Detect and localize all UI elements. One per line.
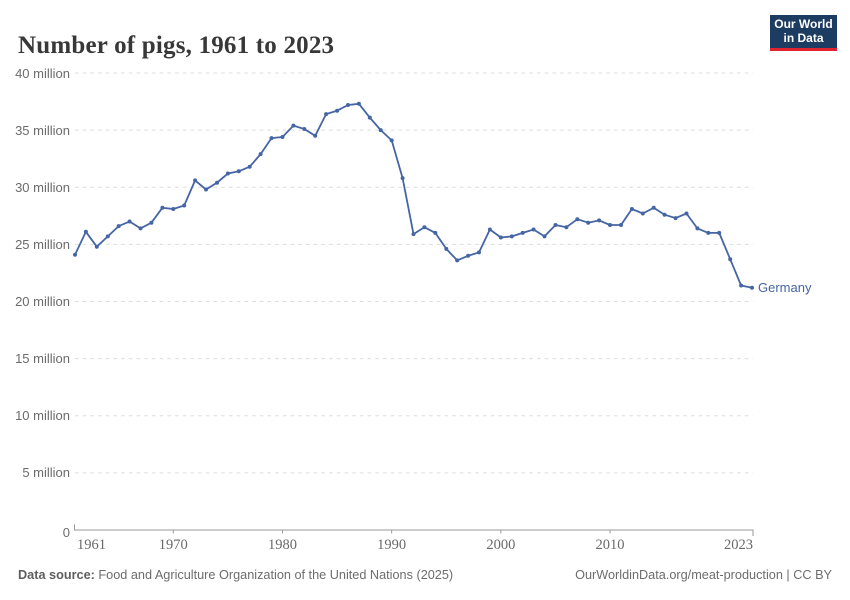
data-point-1995[interactable] — [444, 246, 449, 251]
data-point-2006[interactable] — [564, 225, 569, 230]
data-point-1988[interactable] — [367, 115, 372, 120]
x-axis-tick-label-2023: 2023 — [724, 537, 753, 553]
data-point-1993[interactable] — [422, 225, 427, 230]
data-point-1982[interactable] — [302, 127, 307, 131]
data-point-2022[interactable] — [739, 283, 744, 288]
data-point-2002[interactable] — [520, 230, 525, 235]
data-point-1980[interactable] — [280, 135, 285, 139]
data-point-1981[interactable] — [291, 123, 296, 128]
data-point-2017[interactable] — [684, 211, 689, 216]
data-point-1997[interactable] — [466, 253, 471, 258]
y-axis-tick-label-0: 0 — [62, 524, 70, 540]
data-point-2014[interactable] — [651, 205, 656, 210]
data-point-1966[interactable] — [127, 219, 132, 224]
data-point-2019[interactable] — [706, 230, 711, 235]
data-point-1976[interactable] — [236, 169, 241, 174]
data-point-2007[interactable] — [575, 217, 580, 222]
data-point-2009[interactable] — [597, 218, 602, 223]
chart-title: Number of pigs, 1961 to 2023 — [18, 31, 335, 59]
x-axis-tick-label-1980: 1980 — [267, 537, 297, 553]
data-point-1979[interactable] — [269, 136, 274, 141]
data-point-1970[interactable] — [171, 207, 176, 211]
data-point-2021[interactable] — [728, 257, 733, 262]
y-axis-tick-label-20: 20 million — [15, 294, 70, 309]
x-axis-tick-label-2010: 2010 — [595, 537, 625, 553]
data-point-1974[interactable] — [215, 180, 219, 185]
data-point-1994[interactable] — [433, 230, 438, 235]
series-entity-label[interactable]: Germany — [758, 279, 812, 295]
data-point-2011[interactable] — [619, 223, 623, 227]
data-source-label: Data source: — [18, 568, 95, 582]
data-point-1992[interactable] — [411, 232, 416, 237]
data-point-1961[interactable] — [73, 252, 77, 257]
y-axis-tick-label-25: 25 million — [15, 236, 70, 252]
data-point-1986[interactable] — [346, 103, 350, 107]
data-point-1965[interactable] — [116, 224, 121, 229]
owid-logo[interactable]: Our World in Data — [770, 15, 837, 51]
y-axis-tick-label-10: 10 million — [15, 408, 70, 424]
chart-footer: Data source: Food and Agriculture Organi… — [18, 568, 832, 586]
data-point-2012[interactable] — [629, 207, 634, 211]
data-point-1998[interactable] — [477, 250, 481, 255]
data-point-2020[interactable] — [717, 230, 722, 235]
owid-logo-line2: in Data — [783, 30, 824, 45]
data-point-2001[interactable] — [509, 234, 514, 239]
data-point-1985[interactable] — [335, 108, 340, 113]
data-point-2023[interactable] — [750, 285, 754, 290]
data-point-2013[interactable] — [640, 211, 645, 216]
x-axis-tick-label-1970: 1970 — [158, 537, 188, 553]
y-axis-tick-label-5: 5 million — [22, 465, 70, 481]
x-axis-tick-label-1990: 1990 — [377, 537, 407, 553]
data-point-1996[interactable] — [455, 258, 460, 263]
y-axis-tick-label-30: 30 million — [15, 179, 70, 195]
x-axis-line — [74, 524, 754, 536]
data-point-1973[interactable] — [204, 187, 208, 192]
data-point-1968[interactable] — [149, 220, 154, 225]
data-point-1990[interactable] — [389, 138, 394, 143]
data-point-2000[interactable] — [498, 235, 503, 240]
data-point-1984[interactable] — [324, 112, 329, 117]
x-axis-tick-label-1961: 1961 — [77, 537, 106, 553]
data-point-2004[interactable] — [542, 234, 547, 239]
y-axis-tick-label-35: 35 million — [15, 122, 70, 138]
data-point-2015[interactable] — [662, 212, 667, 217]
data-point-1971[interactable] — [182, 203, 187, 208]
data-point-1991[interactable] — [400, 176, 405, 181]
data-point-1989[interactable] — [378, 128, 383, 133]
y-axis-tick-label-15: 15 million — [15, 351, 70, 367]
data-point-2003[interactable] — [531, 227, 536, 232]
data-point-1978[interactable] — [258, 152, 263, 157]
owid-logo-line1: Our World — [774, 17, 833, 31]
attribution-text[interactable]: OurWorldinData.org/meat-production | CC … — [575, 568, 832, 582]
x-axis-tick-label-2000: 2000 — [486, 537, 516, 553]
data-point-1964[interactable] — [105, 234, 110, 239]
data-point-1963[interactable] — [94, 244, 99, 249]
data-source-note: Data source: Food and Agriculture Organi… — [18, 568, 453, 586]
data-point-1967[interactable] — [138, 226, 143, 231]
data-point-2005[interactable] — [553, 223, 558, 227]
data-point-2016[interactable] — [673, 216, 678, 221]
germany-line[interactable] — [74, 102, 753, 289]
data-series-germany[interactable] — [73, 101, 754, 290]
data-point-1987[interactable] — [356, 101, 361, 106]
data-point-1975[interactable] — [225, 171, 230, 176]
data-point-1977[interactable] — [247, 164, 252, 169]
data-point-1999[interactable] — [487, 227, 492, 232]
data-point-1972[interactable] — [193, 178, 198, 183]
data-point-2018[interactable] — [695, 226, 700, 231]
y-axis-tick-label-40: 40 million — [15, 65, 70, 81]
data-point-2010[interactable] — [608, 223, 612, 227]
data-point-2008[interactable] — [586, 220, 591, 225]
data-point-1962[interactable] — [83, 229, 88, 234]
data-source-text: Food and Agriculture Organization of the… — [94, 568, 454, 582]
data-point-1969[interactable] — [160, 205, 165, 210]
data-point-1983[interactable] — [313, 133, 318, 138]
